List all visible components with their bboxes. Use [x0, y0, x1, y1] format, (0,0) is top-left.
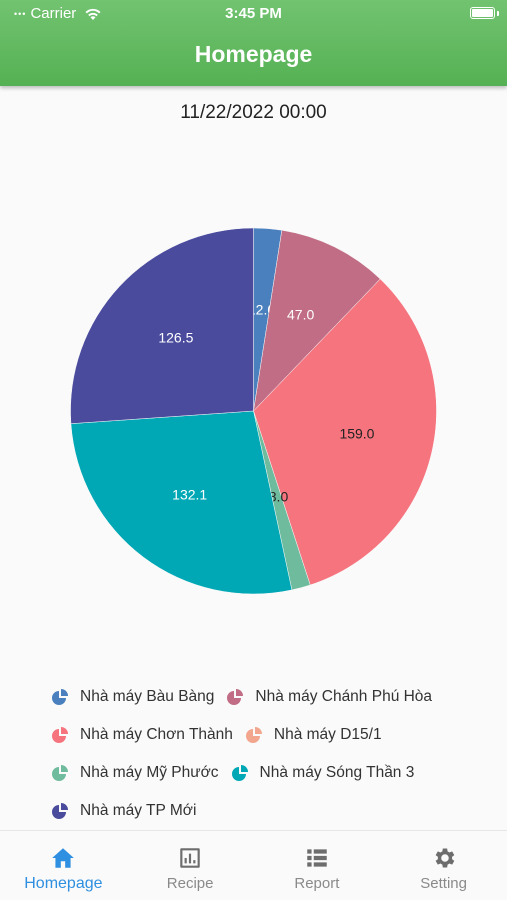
- nav-item-recipe[interactable]: Recipe: [127, 831, 254, 900]
- pie-icon: [227, 689, 244, 705]
- legend-label: Nhà máy TP Mới: [80, 802, 197, 819]
- carrier-label: Carrier: [30, 5, 77, 22]
- legend-item-nha-may-my-phuoc[interactable]: Nhà máy Mỹ Phước: [52, 764, 219, 782]
- pie-icon: [52, 765, 68, 781]
- legend-label: Nhà máy Sóng Thần 3: [259, 764, 415, 781]
- legend-label: Nhà máy Bàu Bàng: [80, 688, 215, 705]
- nav-item-setting[interactable]: Setting: [380, 831, 507, 900]
- app-bar: ••• Carrier 3:45 PM Homepage: [0, 0, 507, 86]
- pie-icon: [231, 765, 248, 781]
- date-time-label: 11/22/2022 00:00: [180, 102, 327, 123]
- status-time: 3:45 PM: [225, 5, 282, 22]
- legend-row: Nhà máy TP Mới: [52, 792, 492, 830]
- pie-label-nha-may-chon-thanh: 159.0: [339, 425, 374, 441]
- pie-slice-nha-may-chon-thanh[interactable]: [253, 278, 437, 586]
- pie-icon: [245, 727, 262, 743]
- pie-slice-nha-may-tp-moi[interactable]: [70, 227, 254, 424]
- battery-tip: [497, 11, 499, 16]
- home-icon: [52, 848, 75, 868]
- pie-label-nha-may-bau-bang: 12.0: [248, 302, 275, 318]
- page-title: Homepage: [194, 41, 313, 67]
- battery-icon: [470, 7, 495, 19]
- legend-item-nha-may-chanh-phu-hoa[interactable]: Nhà máy Chánh Phú Hòa: [227, 688, 432, 706]
- legend-item-nha-may-chon-thanh[interactable]: Nhà máy Chơn Thành: [52, 726, 233, 744]
- wifi-icon: [85, 8, 101, 20]
- pie-label-nha-may-chanh-phu-hoa: 47.0: [287, 307, 314, 323]
- pie-label-nha-may-my-phuoc: 8.0: [269, 489, 289, 505]
- gear-icon: [435, 848, 454, 868]
- legend-item-nha-may-bau-bang[interactable]: Nhà máy Bàu Bàng: [52, 688, 214, 706]
- bottom-navigation: Homepage Recipe Report Setting: [0, 830, 507, 900]
- chart-icon: [180, 848, 200, 868]
- legend-label: Nhà máy Mỹ Phước: [80, 764, 219, 781]
- pie-label-nha-may-song-than-3: 132.1: [172, 487, 207, 503]
- pie-slice-nha-may-song-than-3[interactable]: [70, 410, 293, 595]
- chart-legend: Nhà máy Bàu Bàng Nhà máy Chánh Phú Hòa Nhà…: [52, 678, 492, 830]
- pie-icon: [52, 689, 68, 705]
- legend-row: Nhà máy Bàu Bàng Nhà máy Chánh Phú Hòa: [52, 678, 492, 716]
- legend-row: Nhà máy Chơn Thành Nhà máy D15/1: [52, 716, 492, 754]
- pie-label-nha-may-tp-moi: 126.5: [158, 329, 193, 345]
- legend-row: Nhà máy Mỹ Phước Nhà máy Sóng Thần 3: [52, 754, 492, 792]
- legend-item-nha-may-song-than-3[interactable]: Nhà máy Sóng Thần 3: [231, 764, 415, 782]
- legend-label: Nhà máy Chánh Phú Hòa: [255, 688, 433, 705]
- legend-label: Nhà máy D15/1: [273, 726, 382, 743]
- pie-chart: 12.0 47.0 159.0 8.0 132.1 126.5: [70, 227, 437, 595]
- carrier-indicator: ••• Carrier: [14, 5, 102, 22]
- legend-item-nha-may-d15-1[interactable]: Nhà máy D15/1: [245, 726, 382, 744]
- pie-icon: [52, 727, 68, 743]
- nav-item-report[interactable]: Report: [254, 831, 381, 900]
- nav-item-homepage[interactable]: Homepage: [0, 831, 127, 900]
- pie-icon: [52, 803, 68, 819]
- list-icon: [307, 849, 327, 867]
- signal-dots-icon: •••: [14, 8, 27, 19]
- status-bar: ••• Carrier 3:45 PM: [0, 0, 507, 28]
- nav-label: Homepage: [24, 875, 103, 892]
- legend-item-nha-may-tp-moi[interactable]: Nhà máy TP Mới: [52, 802, 196, 820]
- nav-label: Report: [294, 875, 340, 892]
- legend-label: Nhà máy Chơn Thành: [80, 726, 233, 743]
- pie-slice-nha-may-chanh-phu-hoa[interactable]: [253, 229, 381, 412]
- nav-label: Recipe: [166, 875, 214, 892]
- nav-label: Setting: [420, 875, 467, 892]
